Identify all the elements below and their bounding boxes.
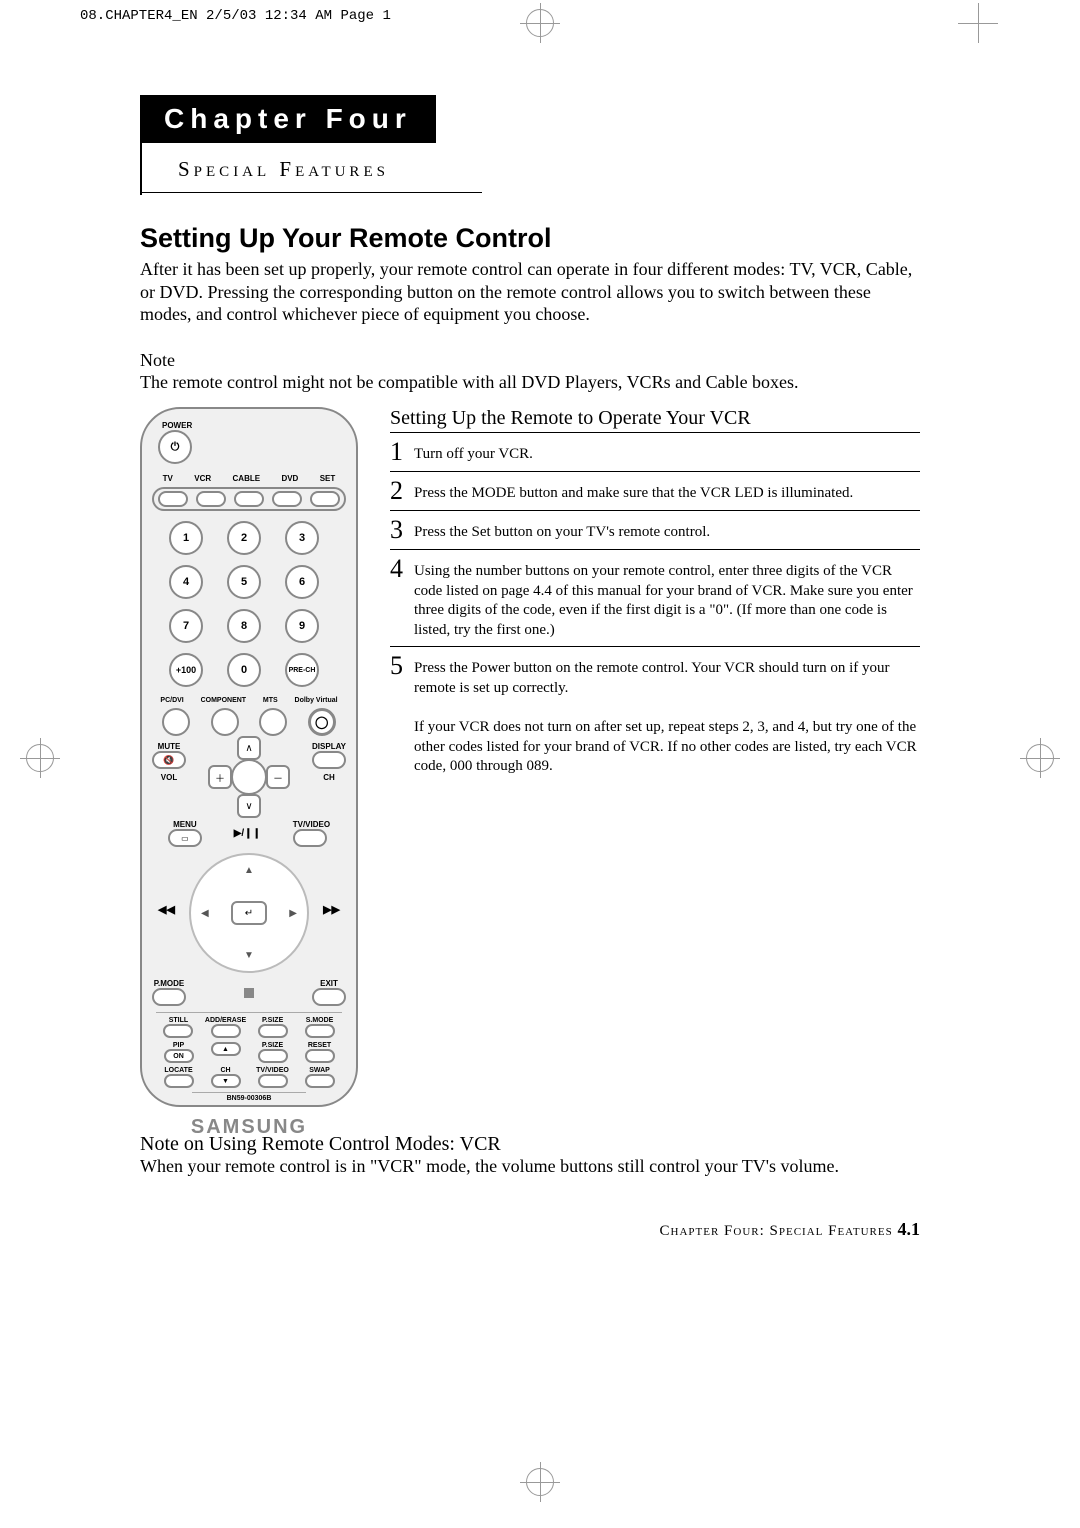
note-text: The remote control might not be compatib… bbox=[140, 371, 920, 394]
chapter-title: Chapter Four bbox=[140, 95, 436, 143]
mid-labels: PC/DVI COMPONENT MTS Dolby Virtual bbox=[152, 697, 346, 704]
mid-buttons: ◯ bbox=[152, 708, 346, 736]
crop-mark bbox=[0, 0, 1, 120]
number-keypad: 1 2 3 4 5 6 7 8 9 +100 0 PRE-CH bbox=[152, 521, 346, 687]
crop-mark bbox=[526, 9, 554, 37]
crop-mark bbox=[978, 3, 979, 43]
step-1: 1 Turn off your VCR. bbox=[390, 439, 920, 465]
power-label: POWER bbox=[152, 421, 346, 430]
crop-mark bbox=[526, 1468, 554, 1496]
mode-labels: TV VCR CABLE DVD SET bbox=[152, 474, 346, 483]
print-header: 08.CHAPTER4_EN 2/5/03 12:34 AM Page 1 bbox=[80, 8, 391, 24]
intro-text: After it has been set up properly, your … bbox=[140, 258, 920, 326]
display-button bbox=[312, 751, 346, 769]
step-5-extra: If your VCR does not turn on after set u… bbox=[390, 712, 920, 777]
vol-ch-row: MUTE 🔇 VOL ∧ ∨ ＋ － DISPLAY CH bbox=[152, 742, 346, 812]
bottom-grid-c: LOCATE CH▼ TV/VIDEO SWAP bbox=[158, 1067, 340, 1088]
footer-note-body: When your remote control is in "VCR" mod… bbox=[140, 1156, 920, 1177]
crop-mark bbox=[1026, 744, 1054, 772]
step-5: 5 Press the Power button on the remote c… bbox=[390, 653, 920, 698]
note-label: Note bbox=[140, 350, 920, 371]
chapter-subtitle: Special Features bbox=[142, 143, 482, 193]
step-2: 2 Press the MODE button and make sure th… bbox=[390, 478, 920, 504]
mute-button: 🔇 bbox=[152, 751, 186, 769]
power-button: ⏻ bbox=[158, 430, 192, 464]
bottom-grid-b: PIPON ▲ P.SIZE RESET bbox=[158, 1042, 340, 1063]
page-footer: Chapter Four: Special Features 4.1 bbox=[140, 1219, 920, 1240]
ffwd-icon: ▶▶ bbox=[323, 903, 340, 916]
enter-button: ↵ bbox=[231, 901, 267, 925]
page-heading: Setting Up Your Remote Control bbox=[140, 223, 920, 254]
step-4: 4 Using the number buttons on your remot… bbox=[390, 556, 920, 640]
sub-heading: Setting Up the Remote to Operate Your VC… bbox=[390, 407, 920, 430]
stop-icon bbox=[244, 988, 254, 998]
remote-control: POWER ⏻ TV VCR CABLE DVD SET 1 bbox=[140, 407, 358, 1107]
dpad: ▲ ▼ ◀ ▶ ↵ bbox=[189, 853, 309, 973]
model-number: BN59-00306B bbox=[152, 1095, 346, 1102]
remote-column: POWER ⏻ TV VCR CABLE DVD SET 1 bbox=[140, 407, 358, 1107]
pmode-row: P.MODE EXIT bbox=[152, 979, 346, 1006]
two-column-layout: POWER ⏻ TV VCR CABLE DVD SET 1 bbox=[140, 407, 920, 1107]
rewind-icon: ◀◀ bbox=[158, 903, 175, 916]
mode-buttons bbox=[152, 487, 346, 511]
vol-ch-cross: ∧ ∨ ＋ － bbox=[214, 742, 284, 812]
menu-row: MENU▭ ▶/❙❙ TV/VIDEO bbox=[152, 820, 346, 847]
steps-column: Setting Up the Remote to Operate Your VC… bbox=[390, 407, 920, 1107]
bottom-grid-a: STILL ADD/ERASE P.SIZE S.MODE bbox=[158, 1017, 340, 1038]
crop-mark bbox=[26, 744, 54, 772]
page-content: Chapter Four Special Features Setting Up… bbox=[140, 95, 920, 1240]
step-3: 3 Press the Set button on your TV's remo… bbox=[390, 517, 920, 543]
brand-logo: SAMSUNG bbox=[152, 1116, 346, 1139]
dpad-wrap: ◀◀ ▶▶ ▲ ▼ ◀ ▶ ↵ bbox=[152, 853, 346, 973]
chapter-block: Chapter Four Special Features bbox=[140, 95, 920, 195]
